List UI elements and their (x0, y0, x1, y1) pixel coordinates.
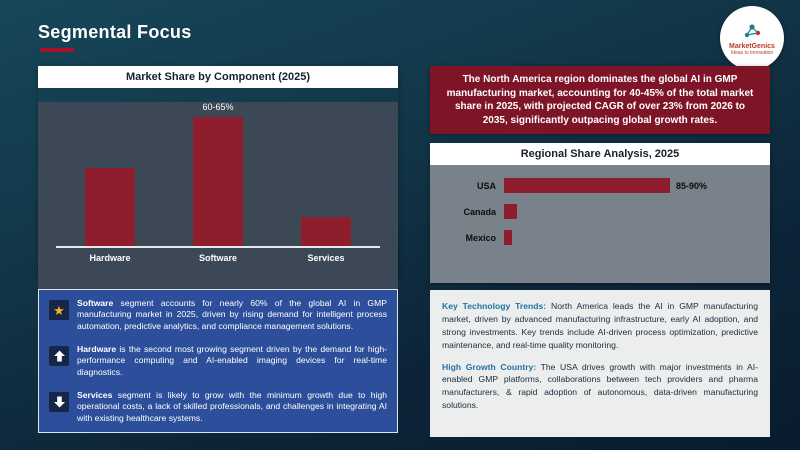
up-arrow-icon (49, 345, 69, 366)
insight-lead: Hardware (77, 343, 117, 354)
segment-insights-panel: ★ Software segment accounts for nearly 6… (38, 289, 398, 433)
title-underline (40, 48, 74, 52)
bar-usa (504, 178, 670, 193)
down-arrow-icon (49, 391, 69, 412)
insight-item-software: ★ Software segment accounts for nearly 6… (49, 298, 387, 332)
note-body: The USA drives growth with major investm… (442, 361, 759, 411)
bar-hardware (85, 168, 135, 246)
insight-item-services: Services segment is likely to grow with … (49, 390, 387, 424)
insight-body: is the second most growing segment drive… (77, 343, 387, 377)
north-america-callout: The North America region dominates the g… (430, 66, 770, 134)
insight-text: Hardware is the second most growing segm… (77, 344, 387, 378)
logo-brand: MarketGenics (729, 42, 775, 50)
note-lead: Key Technology Trends: (442, 301, 547, 311)
category-label: Hardware (89, 253, 131, 263)
chart-title: Market Share by Component (2025) (38, 66, 398, 88)
category-label: Canada (463, 206, 496, 217)
insight-body: segment accounts for nearly 60% of the g… (77, 298, 387, 331)
note-lead: High Growth Country: (442, 361, 537, 372)
molecule-icon (744, 23, 761, 37)
bar-row: Canada (444, 204, 756, 219)
star-icon: ★ (49, 300, 69, 320)
category-label: Software (198, 253, 237, 263)
company-logo: MarketGenics Ideas to Innovation (720, 6, 784, 70)
bar-column (78, 153, 142, 246)
chart-title: Regional Share Analysis, 2025 (430, 143, 770, 165)
component-share-chart: Market Share by Component (2025) 60-65% … (38, 66, 398, 294)
category-labels: Hardware Software Services (56, 253, 380, 263)
region-notes-panel: Key Technology Trends: North America lea… (430, 290, 770, 437)
bar-row: Mexico (444, 230, 756, 245)
note-high-growth-country: High Growth Country: The USA drives grow… (442, 361, 758, 413)
bar-services (301, 217, 351, 246)
insight-text: Software segment accounts for nearly 60%… (77, 298, 387, 332)
insight-text: Services segment is likely to grow with … (77, 390, 387, 424)
bar-row: USA 85-90% (444, 178, 756, 193)
bar-mexico (504, 230, 512, 245)
bar-column: 60-65% (186, 102, 250, 246)
bar-column (294, 202, 358, 246)
regional-share-chart: Regional Share Analysis, 2025 USA 85-90% C… (430, 143, 770, 283)
value-label: 60-65% (202, 102, 234, 112)
category-label: Mexico (465, 232, 496, 243)
logo-tagline: Ideas to Innovation (730, 49, 774, 56)
insight-lead: Software (77, 298, 114, 308)
value-label: 85-90% (676, 180, 708, 191)
callout-text: The North America region dominates the g… (446, 74, 754, 126)
note-body: North America leads the AI in GMP manufa… (442, 301, 758, 350)
bar-software (193, 117, 243, 246)
insight-body: segment is likely to grow with the minim… (77, 389, 387, 423)
bar-canada (504, 204, 517, 219)
insight-item-hardware: Hardware is the second most growing segm… (49, 344, 387, 378)
insight-lead: Services (77, 389, 113, 400)
page-title: Segmental Focus (38, 22, 192, 42)
category-label: Services (307, 253, 345, 263)
chart-body: 60-65% Hardware Software Services (38, 102, 398, 294)
plot-area: 60-65% (56, 102, 380, 248)
category-label: USA (476, 180, 496, 191)
rows-area: USA 85-90% Canada Mexico (430, 165, 770, 283)
note-key-technology-trends: Key Technology Trends: North America lea… (442, 300, 758, 352)
